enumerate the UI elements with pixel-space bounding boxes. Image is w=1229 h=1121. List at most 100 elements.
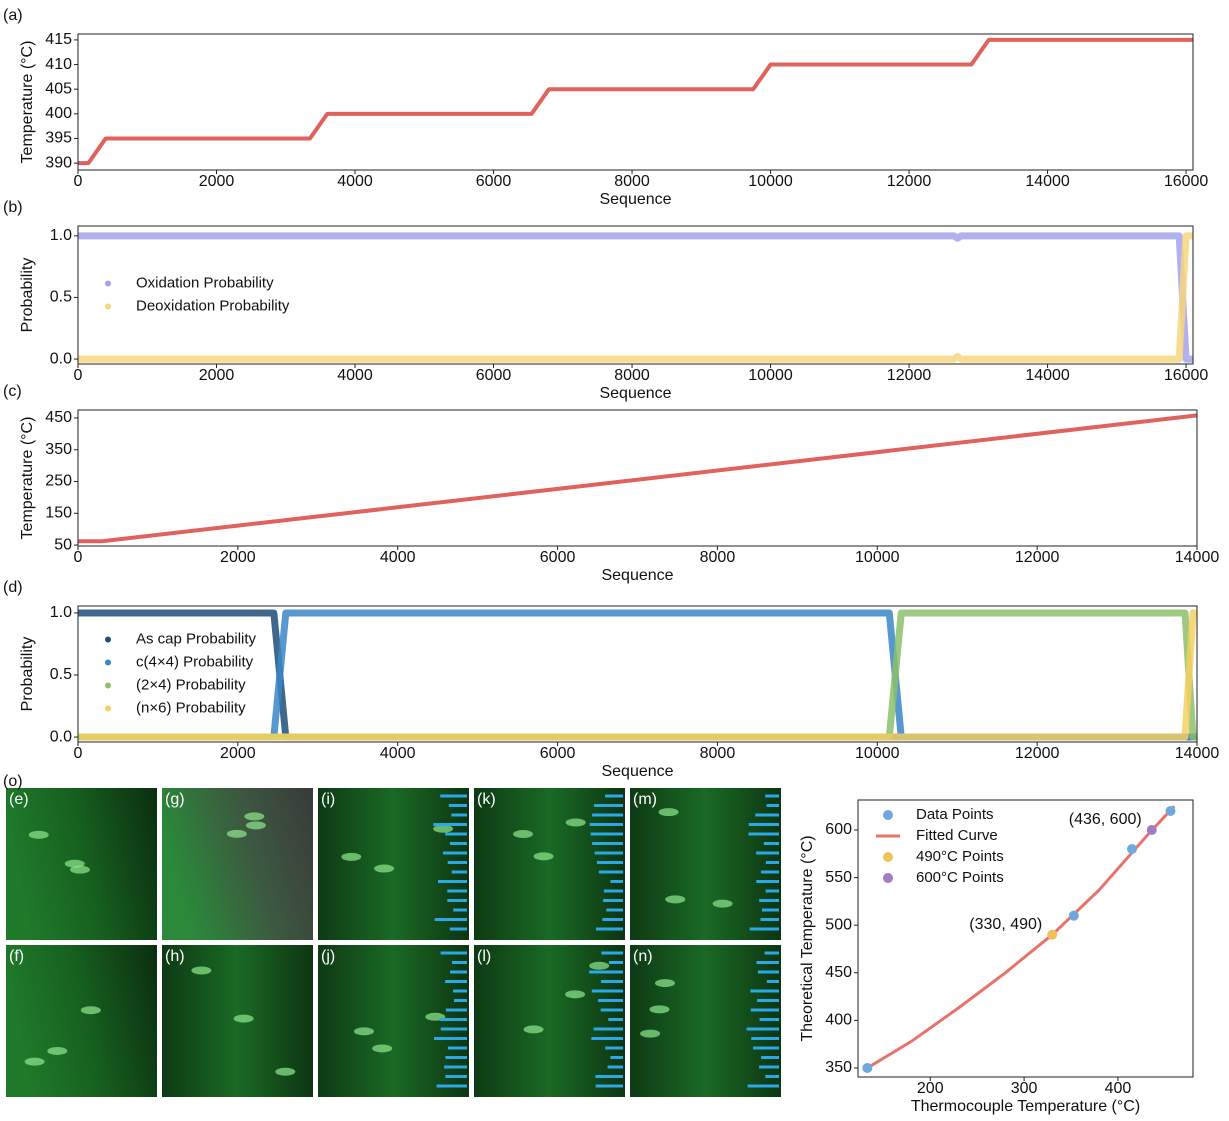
image-spot [565,818,586,827]
y-axis-label: Theoretical Temperature (°C) [799,835,816,1041]
annotation: (436, 600) [1069,811,1142,828]
y-axis-label: Probability [19,637,36,712]
image-spot [565,990,586,999]
image-label: (m) [633,791,657,808]
image-spot [665,895,686,904]
image-label: (g) [165,791,185,808]
image-label: (e) [9,791,29,808]
image-spot [226,829,247,838]
annotation: (330, 490) [969,916,1042,933]
x-tick-label: 10000 [748,367,793,384]
y-tick-label: 500 [825,916,852,933]
image-spot [80,1006,101,1015]
x-tick-label: 2000 [220,549,256,566]
legend-label: As cap Probability [136,630,257,647]
x-tick-label: 0 [74,367,83,384]
y-tick-label: 50 [54,536,72,553]
y-tick-label: 350 [45,441,72,458]
x-axis-label: Thermocouple Temperature (°C) [911,1098,1140,1115]
image-spot [523,1025,544,1034]
y-axis-label: Temperature (°C) [19,417,36,540]
y-tick-label: 550 [825,869,852,886]
image-label: (k) [477,791,496,808]
y-tick-label: 0.5 [50,666,72,683]
x-tick-label: 14000 [1025,173,1070,190]
y-tick-label: 450 [825,964,852,981]
image-spot [589,961,610,970]
legend-label: Data Points [916,806,994,823]
plot-frame [77,409,1198,547]
x-tick-label: 14000 [1175,549,1220,566]
series-line [78,413,1198,544]
image-spot [513,830,534,839]
x-tick-label: 10000 [855,745,900,762]
image-spot [275,1067,296,1076]
y-tick-label: 600 [825,821,852,838]
legend-label: Oxidation Probability [136,274,274,291]
series-line [78,232,1193,363]
x-axis-label: Sequence [601,567,673,584]
series-line [78,609,1197,741]
legend-label: (n×6) Probability [136,699,246,716]
legend-label: c(4×4) Probability [136,653,254,670]
plot-frame [77,225,1194,365]
x-tick-label: 14000 [1025,367,1070,384]
legend-label: Deoxidation Probability [136,297,290,314]
image-spot [245,821,266,830]
image-spot [658,808,679,817]
data-point [1127,844,1138,855]
x-axis-label: Sequence [601,763,673,780]
image-panel [6,945,157,1097]
x-tick-label: 4000 [337,367,373,384]
data-point [1165,805,1176,816]
x-tick-label: 400 [1105,1080,1132,1097]
x-tick-label: 8000 [614,173,650,190]
image-spot [233,1014,254,1023]
x-tick-label: 10000 [855,549,900,566]
y-tick-label: 410 [45,56,72,73]
y-tick-label: 350 [825,1059,852,1076]
y-tick-label: 150 [45,504,72,521]
x-tick-label: 16000 [1164,173,1209,190]
y-tick-label: 1.0 [50,227,72,244]
image-spot [47,1046,68,1055]
image-spot [649,1005,670,1014]
panel-label: (a) [3,7,23,24]
x-tick-label: 12000 [887,173,932,190]
image-label: (f) [9,948,24,965]
image-spot [372,1044,393,1053]
y-tick-label: 400 [825,1012,852,1029]
y-tick-label: 0.0 [50,350,72,367]
x-axis-label: Sequence [599,191,671,208]
legend-label: 600°C Points [916,869,1004,886]
panel-label: (d) [3,579,23,596]
x-axis-label: Sequence [599,385,671,402]
legend-marker [105,705,111,712]
image-spot [640,1029,661,1038]
data-point [862,1062,873,1073]
image-spot [533,852,554,861]
x-tick-label: 4000 [337,173,373,190]
y-tick-label: 450 [45,409,72,426]
data-point [1146,824,1157,835]
x-tick-label: 10000 [748,173,793,190]
y-axis-label: Temperature (°C) [19,41,36,164]
image-spot [64,859,85,868]
image-panel [162,788,313,940]
image-spot [24,1057,45,1066]
image-spot [655,979,676,988]
x-tick-label: 12000 [1015,745,1060,762]
x-tick-label: 0 [74,173,83,190]
y-tick-label: 415 [45,31,72,48]
image-panel [630,788,781,940]
image-spot [28,830,49,839]
image-spot [712,899,733,908]
image-panel [630,945,781,1097]
legend-marker [105,636,111,643]
image-label: (j) [321,948,335,965]
legend-marker [883,810,893,820]
x-tick-label: 2000 [199,367,235,384]
x-tick-label: 6000 [540,745,576,762]
y-tick-label: 250 [45,473,72,490]
